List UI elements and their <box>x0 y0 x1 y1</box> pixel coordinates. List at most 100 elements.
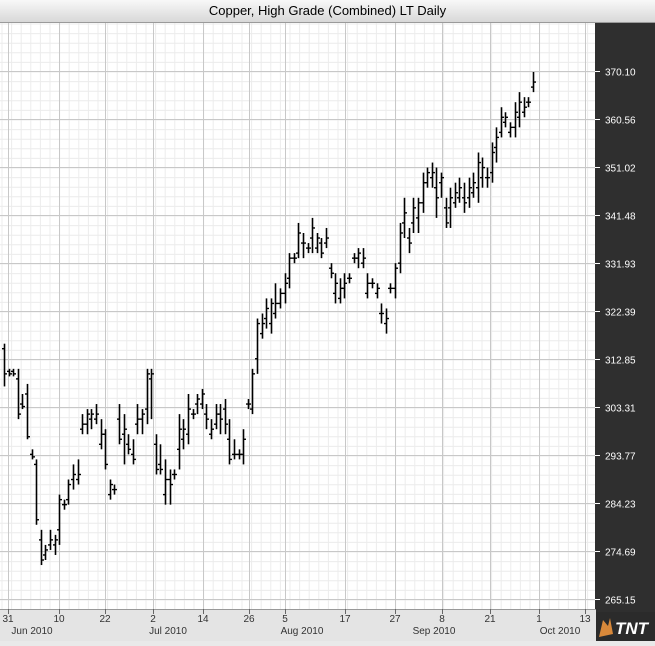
ohlc-bar <box>232 439 237 460</box>
ohlc-bar <box>2 343 7 387</box>
ohlc-bar <box>296 222 301 259</box>
ohlc-bar <box>158 444 163 475</box>
ohlc-bar <box>200 388 205 410</box>
ohlc-bar <box>76 459 81 485</box>
ohlc-bar <box>444 197 449 228</box>
ohlc-bar <box>370 278 375 289</box>
ohlc-bar <box>260 313 265 339</box>
ohlc-bar <box>494 127 499 163</box>
ohlc-bar <box>319 238 324 259</box>
ohlc-bar <box>448 187 453 228</box>
ohlc-bar <box>204 404 209 430</box>
ohlc-bar <box>384 308 389 334</box>
ohlc-bar <box>398 222 403 274</box>
ohlc-bar <box>411 197 416 233</box>
ohlc-bar <box>223 399 228 435</box>
ohlc-bar <box>255 318 260 374</box>
y-tick-label: 322.39 <box>605 308 636 319</box>
y-tick-label: 284.23 <box>605 500 636 511</box>
x-tick-label: 8 <box>439 614 445 625</box>
ohlc-bar <box>66 479 71 505</box>
ohlc-bar <box>227 419 232 465</box>
ohlc-bar <box>402 197 407 239</box>
x-tick-label: 22 <box>99 614 111 625</box>
ohlc-bar <box>306 243 311 254</box>
ohlc-bar <box>89 409 94 430</box>
month-label: Oct 2010 <box>540 626 581 637</box>
ohlc-bar <box>365 273 370 299</box>
ohlc-bar <box>393 263 398 299</box>
y-tick-label: 351.02 <box>605 164 636 175</box>
y-tick-label: 274.69 <box>605 548 636 559</box>
x-tick-label: 14 <box>197 614 209 625</box>
y-tick-label: 303.31 <box>605 404 636 415</box>
ohlc-bar <box>425 167 430 188</box>
ohlc-bar <box>522 97 527 118</box>
month-label: Jun 2010 <box>11 626 53 637</box>
y-tick-label: 331.93 <box>605 260 636 271</box>
ohlc-bar <box>379 303 384 324</box>
x-tick-label: 1 <box>536 614 542 625</box>
ohlc-bar <box>39 529 44 566</box>
ohlc-bar <box>250 368 255 415</box>
ohlc-bar <box>301 232 306 259</box>
x-tick-label: 27 <box>389 614 401 625</box>
ohlc-bar <box>209 419 214 440</box>
ohlc-bar <box>278 288 283 309</box>
ohlc-bar <box>218 404 223 435</box>
plot-area <box>0 23 595 609</box>
ohlc-bar <box>490 142 495 183</box>
ohlc-bar <box>388 283 393 294</box>
ohlc-bar <box>287 253 292 289</box>
ohlc-bar <box>177 414 182 470</box>
y-tick-label: 293.77 <box>605 452 636 463</box>
ohlc-bar <box>191 409 196 420</box>
ohlc-bar <box>103 429 108 470</box>
ohlc-bar <box>186 393 191 445</box>
ohlc-bar <box>195 393 200 415</box>
ohlc-bar <box>503 112 508 128</box>
ohlc-bar <box>7 368 12 377</box>
ohlc-bar <box>149 368 154 420</box>
ohlc-bar <box>62 499 67 510</box>
ohlc-bar <box>246 399 251 410</box>
ohlc-bar <box>310 217 315 254</box>
ohlc-bar <box>434 167 439 218</box>
ohlc-bar <box>315 232 320 254</box>
x-axis-panel <box>0 609 596 641</box>
ohlc-bar <box>324 227 329 249</box>
chart-title: Copper, High Grade (Combined) LT Daily <box>0 0 655 23</box>
ohlc-bar <box>71 464 76 490</box>
ohlc-bar <box>485 167 490 188</box>
ohlc-bar <box>80 414 85 435</box>
ohlc-bar <box>264 298 269 329</box>
y-tick-label: 312.85 <box>605 356 636 367</box>
ohlc-bar <box>273 283 278 319</box>
ohlc-bar <box>467 177 472 208</box>
month-label: Sep 2010 <box>413 626 456 637</box>
ohlc-bar <box>122 414 127 465</box>
ohlc-bar <box>375 283 380 299</box>
ohlc-bar <box>140 409 145 435</box>
ohlc-bar <box>108 479 113 500</box>
ohlc-bar <box>117 404 122 445</box>
ohlc-bar <box>462 182 467 213</box>
x-tick-label: 26 <box>243 614 255 625</box>
x-tick-label: 10 <box>53 614 65 625</box>
lion-logo-icon: TNT <box>596 612 655 641</box>
ohlc-bar <box>168 469 173 505</box>
ohlc-bar <box>453 182 458 208</box>
y-axis-panel <box>595 23 655 612</box>
ohlc-bar <box>181 419 186 450</box>
ohlc-bar <box>361 248 366 269</box>
x-tick-label: 21 <box>484 614 496 625</box>
ohlc-bar <box>131 439 136 465</box>
ohlc-bar <box>48 529 53 550</box>
ohlc-bar <box>471 172 476 198</box>
ohlc-bar <box>57 494 62 545</box>
ohlc-bar <box>407 227 412 254</box>
month-label: Aug 2010 <box>281 626 324 637</box>
ohlc-bar <box>531 72 536 93</box>
ohlc-bar <box>20 393 25 410</box>
